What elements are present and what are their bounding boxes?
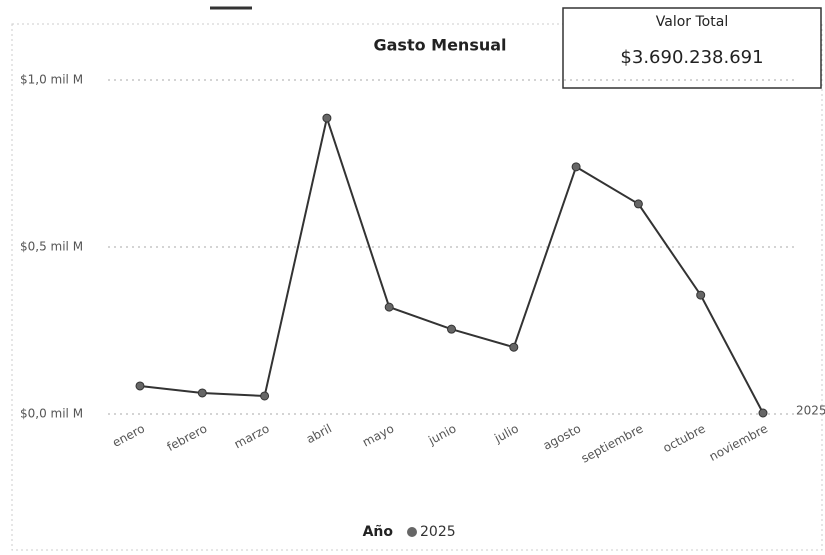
point xyxy=(135,381,145,391)
x-tick-label: septiembre xyxy=(579,421,646,465)
point xyxy=(696,290,706,300)
point xyxy=(758,408,768,418)
x-tick-label: abril xyxy=(304,421,334,446)
x-tick-label: marzo xyxy=(232,421,272,451)
x-tick-label: agosto xyxy=(541,421,583,452)
legend-label: 2025 xyxy=(420,524,456,540)
point xyxy=(571,162,581,172)
point xyxy=(633,199,643,209)
x-tick-label: octubre xyxy=(661,421,708,455)
y-tick-label: $1,0 mil M xyxy=(20,73,83,87)
y-tick-label: $0,5 mil M xyxy=(20,240,83,254)
card xyxy=(562,7,822,89)
x-tick-label: mayo xyxy=(360,421,396,449)
card-label: Valor Total xyxy=(656,14,728,30)
point xyxy=(384,302,394,312)
x-tick-label: junio xyxy=(425,421,458,448)
legend-swatch xyxy=(407,527,417,537)
series-line xyxy=(139,114,764,414)
visual-border xyxy=(11,23,823,551)
x-tick-label: enero xyxy=(110,421,147,450)
x-tick-label: noviembre xyxy=(707,421,770,463)
x-tick-label: julio xyxy=(491,421,520,446)
point xyxy=(447,324,456,334)
point xyxy=(509,342,519,352)
legend-title: Año xyxy=(363,524,394,540)
card-value: $3.690.238.691 xyxy=(620,47,763,68)
chart-title: Gasto Mensual xyxy=(373,36,506,55)
point xyxy=(260,391,270,401)
x-tick-label: febrero xyxy=(165,421,210,454)
point xyxy=(322,113,332,123)
series-end-label: 2025 xyxy=(796,403,825,417)
point xyxy=(197,388,207,398)
y-tick-label: $0,0 mil M xyxy=(20,407,83,421)
